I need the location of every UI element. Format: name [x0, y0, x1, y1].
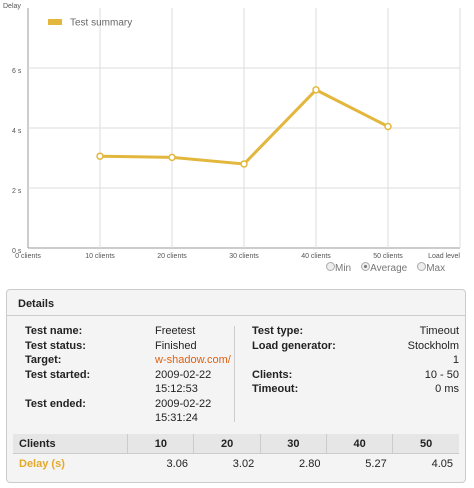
field-value: 2009-02-22 15:31:24 — [155, 397, 211, 426]
separator — [7, 315, 465, 316]
data-row: Delay (s) 3.06 3.02 2.80 5.27 4.05 — [13, 453, 459, 473]
field-row: Test ended: 2009-02-22 15:31:24 — [25, 397, 231, 426]
target-link[interactable]: w-shadow.com/ — [155, 354, 231, 366]
data-point — [168, 153, 176, 162]
radio-group: Min Average Max — [326, 262, 445, 274]
field-label: Target: — [25, 354, 62, 366]
x-tick-label: 20 clients — [157, 253, 187, 260]
field-label: Test type: — [252, 325, 304, 337]
field-value-line: 15:12:53 — [155, 383, 198, 395]
field-label: Test ended: — [25, 397, 86, 410]
field-label: Test name: — [25, 325, 83, 337]
field-label: Clients: — [252, 368, 293, 381]
field-value: Freetest — [155, 324, 195, 339]
delay-cell: 4.05 — [392, 453, 459, 473]
data-point — [96, 152, 104, 160]
delay-cell: 3.02 — [193, 453, 261, 473]
delay-cell: 3.06 — [127, 453, 194, 473]
field-value-line: 10 - 50 — [424, 368, 459, 381]
left-column: Test name: Freetest Test status: Finished Ta… — [25, 324, 231, 426]
data-point — [312, 86, 320, 94]
field-row: Target: w-shadow.com/ — [25, 353, 231, 368]
field-value-line: Freetest — [155, 325, 196, 337]
field-label: Load generator: — [252, 339, 336, 352]
field-row: Test status: Finished — [25, 339, 231, 354]
radio-label: Min — [335, 263, 352, 274]
legend-swatch — [48, 19, 62, 25]
data-point — [384, 122, 392, 131]
field-row: Clients: 10 - 50 — [252, 368, 459, 383]
field-value: Timeout — [362, 324, 459, 339]
delay-cell: 2.80 — [260, 453, 327, 473]
field-row: Test type: Timeout — [252, 324, 459, 339]
field-value: 0 ms — [362, 382, 459, 397]
x-tick-label: 0 clients — [15, 253, 41, 260]
delay-cell: 5.27 — [326, 453, 393, 473]
radio-option[interactable]: Max — [417, 262, 445, 274]
field-value-line: 2009-02-22 — [155, 368, 212, 381]
field-value: Stockholm 1 — [362, 339, 459, 368]
row-label: Clients — [13, 434, 128, 454]
field-value-line: 2009-02-22 — [155, 397, 212, 410]
data-point — [240, 160, 248, 168]
x-tick-label: Load level — [428, 253, 460, 260]
field-value: Finished — [155, 339, 197, 354]
field-value-line: Finished — [155, 339, 197, 352]
radio-option[interactable]: Average — [361, 262, 407, 274]
field-value: 2009-02-22 15:12:53 — [155, 368, 211, 397]
field-value-line: 0 ms — [435, 383, 459, 395]
y-tick-label: 6 s — [12, 68, 22, 75]
clients-cell: 30 — [259, 434, 327, 454]
clients-cell: 40 — [325, 434, 393, 454]
field-label: Timeout: — [252, 383, 299, 395]
field-value-line: 1 — [452, 354, 459, 366]
radio-dot[interactable] — [361, 262, 371, 271]
x-tick-label: 50 clients — [373, 253, 403, 260]
y-axis-label: Delay — [3, 3, 21, 10]
details-title: Details — [18, 298, 55, 310]
radio-dot[interactable] — [326, 262, 335, 271]
divider — [234, 326, 235, 422]
radio-dot[interactable] — [417, 262, 427, 271]
x-tick-label: 10 clients — [85, 253, 115, 260]
field-row: Timeout: 0 ms — [252, 382, 459, 397]
field-value: w-shadow.com/ — [155, 353, 231, 368]
x-tick-label: 30 clients — [229, 253, 259, 260]
field-value-line: Timeout — [419, 325, 459, 337]
field-label: Test started: — [25, 368, 91, 381]
right-column: Test type: Timeout Load generator: Stockhol… — [252, 324, 459, 397]
legend-label: Test summary — [70, 18, 132, 29]
clients-cell: 50 — [392, 434, 459, 454]
row-label: Delay (s) — [13, 453, 128, 473]
field-label: Test status: — [25, 339, 86, 352]
header-row: Clients 10 20 30 40 50 — [13, 434, 459, 454]
clients-cell: 20 — [193, 434, 261, 454]
radio-label: Max — [426, 263, 446, 274]
field-row: Test started: 2009-02-22 15:12:53 — [25, 368, 231, 397]
field-row: Test name: Freetest — [25, 324, 231, 339]
field-row: Load generator: Stockholm 1 — [252, 339, 459, 368]
x-tick-label: 40 clients — [301, 253, 331, 260]
radio-label: Average — [370, 263, 408, 274]
y-tick-label: 4 s — [12, 128, 22, 135]
radio-option[interactable]: Min — [326, 262, 351, 274]
chart: Delay 0 s 2 s 4 s 6 s 0 clients 10 clients 20 … — [3, 3, 461, 260]
field-value: 10 - 50 — [362, 368, 459, 383]
y-tick-label: 0 s — [12, 248, 22, 255]
field-value-line: Stockholm — [407, 339, 459, 352]
field-value-line: 15:31:24 — [155, 412, 198, 424]
clients-cell: 10 — [127, 434, 194, 454]
delay-table: Clients 10 20 30 40 50 Delay (s) 3.06 3.02 2.80 5… — [13, 434, 459, 473]
y-tick-label: 2 s — [12, 188, 22, 195]
details-panel: Details Test name: Freetest Test status: Fi… — [6, 289, 466, 483]
